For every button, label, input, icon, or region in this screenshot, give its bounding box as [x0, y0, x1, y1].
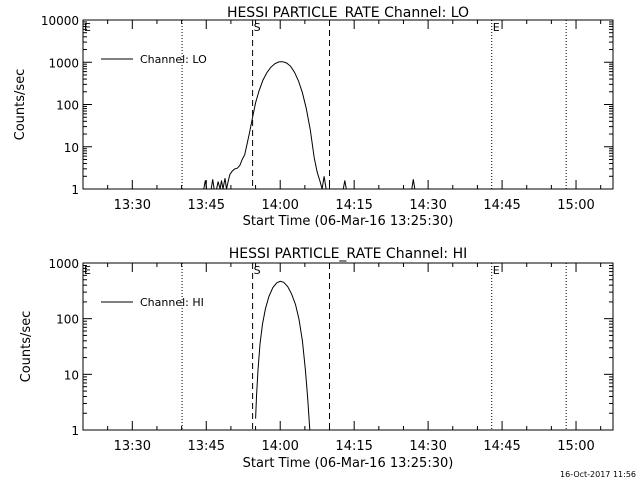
plot-timestamp: 16-Oct-2017 11:56	[560, 470, 636, 479]
panel-2-x-tick-label: 14:45	[483, 439, 520, 454]
panel-1-plot-frame	[82, 19, 614, 190]
panel-2-x-axis-label: Start Time (06-Mar-16 13:25:30)	[243, 456, 454, 471]
panel-1-y-axis-label: Counts/sec	[13, 69, 28, 141]
panel-2-marker-label: E	[493, 264, 500, 277]
panel-1-legend-label: Channel: LO	[140, 53, 207, 66]
panel-1-y-tick-label: 10	[64, 141, 79, 155]
panel-1-corner-marker-label: E	[84, 21, 91, 34]
panel-2-x-tick-label: 13:30	[114, 439, 151, 454]
panel-1-x-tick-label: 15:00	[557, 198, 594, 213]
panel-1-y-tick-label: 10000	[41, 14, 79, 28]
panel-1-y-tick-label: 100	[56, 99, 79, 113]
panel-1-series-line	[203, 61, 416, 190]
panel-2-plot-frame	[82, 262, 614, 431]
panel-1-x-tick-label: 14:00	[261, 198, 298, 213]
panel-2-series-line	[255, 280, 311, 431]
panel-2-legend-label: Channel: HI	[140, 296, 204, 309]
panel-1-x-axis-label: Start Time (06-Mar-16 13:25:30)	[243, 214, 454, 229]
panel-1-y-tick-label: 1000	[48, 56, 79, 70]
panel-1-x-tick-label: 13:30	[114, 198, 151, 213]
panel-1-marker-label: E	[493, 21, 500, 34]
panel-1-chart-title: HESSI PARTICLE_RATE Channel: LO	[227, 5, 469, 21]
panel-1-marker-label: S	[254, 21, 261, 34]
panel-2-chart-title: HESSI PARTICLE_RATE Channel: HI	[229, 246, 467, 262]
panel-1-x-tick-label: 14:15	[335, 198, 372, 213]
panel-2-y-axis-label: Counts/sec	[19, 311, 34, 383]
panel-2-y-tick-label: 100	[56, 313, 79, 327]
panel-2-corner-marker-label: E	[84, 264, 91, 277]
panel-1-x-tick-label: 13:45	[188, 198, 225, 213]
panel-2-x-tick-label: 14:15	[335, 439, 372, 454]
panel-2-x-tick-label: 15:00	[557, 439, 594, 454]
panel-2-y-tick-label: 10	[64, 368, 79, 382]
panel-1-x-tick-label: 14:45	[483, 198, 520, 213]
panel-2-x-tick-label: 14:00	[261, 439, 298, 454]
panel-2-x-tick-label: 14:30	[409, 439, 446, 454]
panel-2-x-tick-label: 13:45	[188, 439, 225, 454]
panel-2-marker-label: S	[254, 264, 261, 277]
panel-2-y-tick-label: 1000	[48, 257, 79, 271]
panel-1-y-tick-label: 1	[71, 183, 79, 197]
panel-2-y-tick-label: 1	[71, 424, 79, 438]
panel-1-x-tick-label: 14:30	[409, 198, 446, 213]
